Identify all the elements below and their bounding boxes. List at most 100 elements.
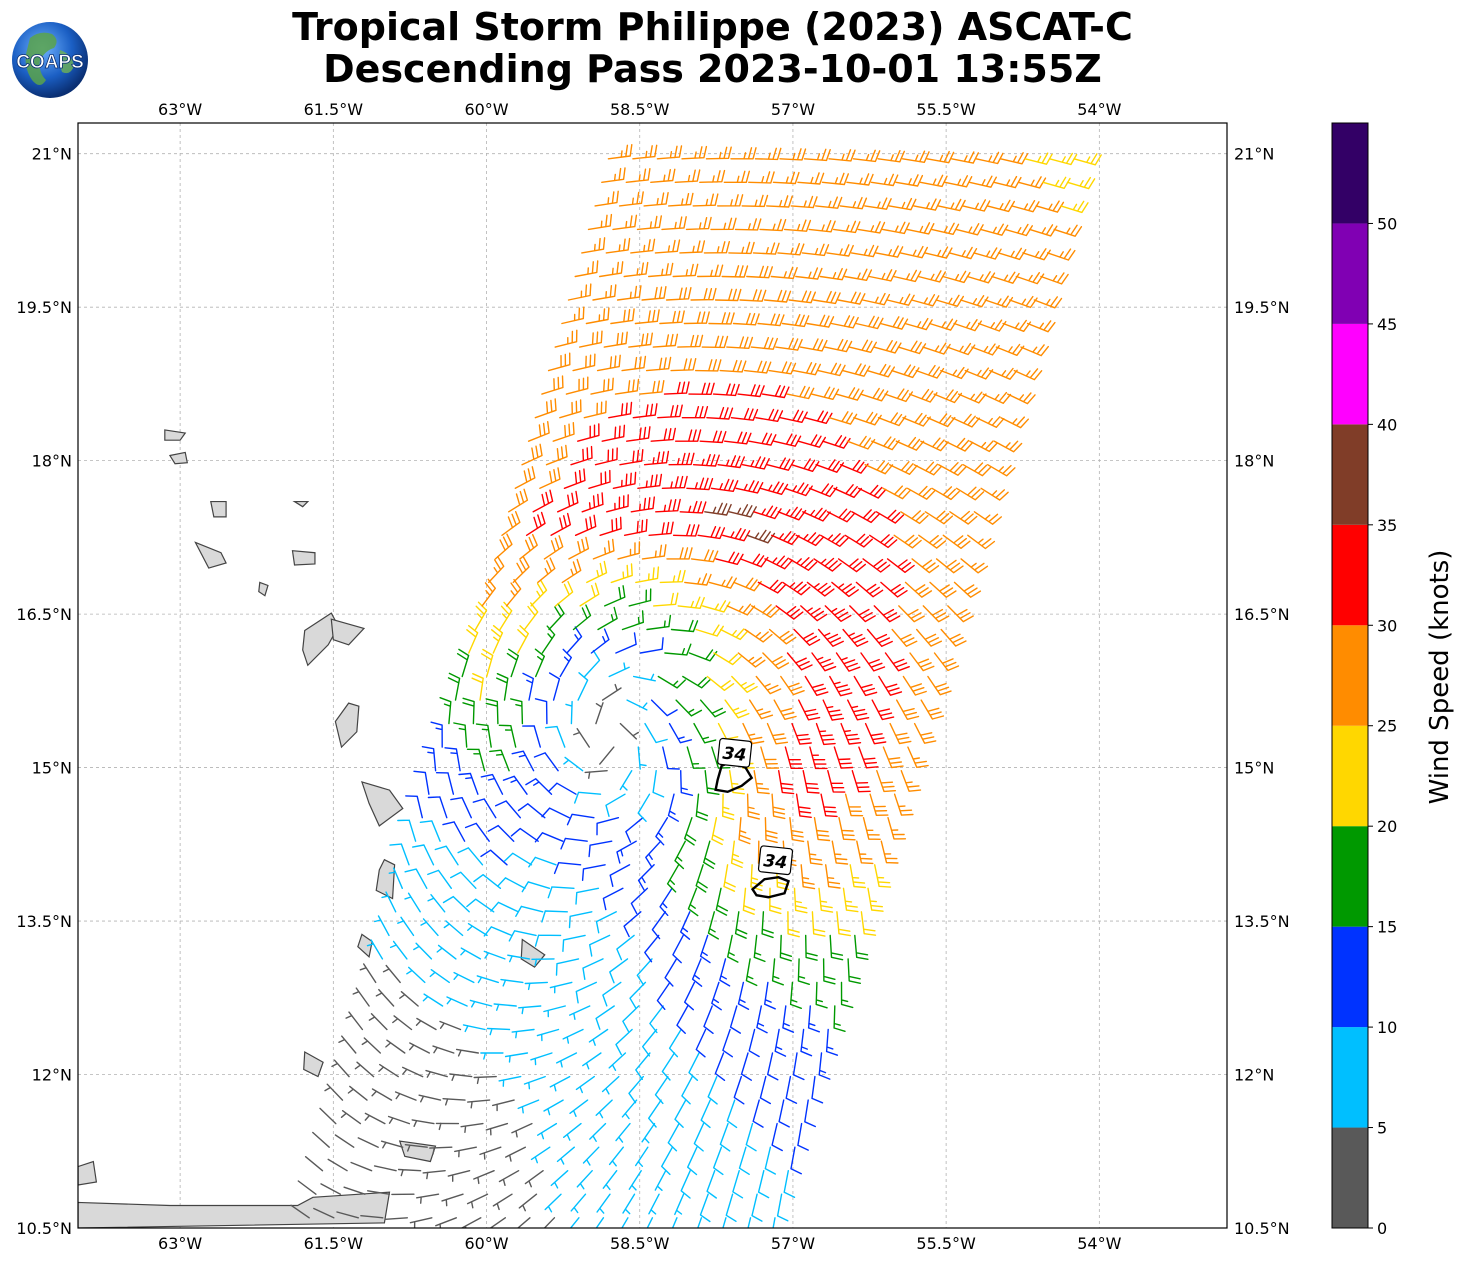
- wind-barb: [599, 261, 624, 278]
- wind-barb: [582, 958, 604, 980]
- y-tick-label-left: 16.5°N: [16, 605, 72, 624]
- wind-barb: [1029, 224, 1058, 237]
- wind-barb: [456, 648, 470, 678]
- wind-barb: [422, 1170, 446, 1180]
- wind-barb: [776, 1193, 789, 1222]
- wind-barb: [527, 421, 550, 442]
- wind-barb: [457, 847, 484, 866]
- wind-barb: [767, 1052, 779, 1081]
- wind-barb: [913, 198, 942, 211]
- wind-barb: [518, 1193, 538, 1212]
- wind-barb: [653, 592, 679, 607]
- wind-barb: [654, 239, 681, 254]
- wind-barb: [517, 803, 546, 819]
- wind-barb: [746, 265, 773, 279]
- wind-barb: [856, 840, 874, 865]
- wind-barb: [657, 675, 686, 689]
- wind-barb: [668, 452, 695, 466]
- wind-barb: [565, 376, 589, 395]
- wind-barb: [502, 775, 528, 795]
- wind-barb: [621, 1099, 638, 1120]
- colorbar-tick-label: 0: [1377, 1219, 1387, 1238]
- wind-barb: [813, 557, 842, 572]
- wind-barb: [984, 295, 1014, 308]
- contour-label-box: [757, 845, 794, 876]
- wind-barb: [518, 1005, 542, 1015]
- wind-barb: [717, 194, 744, 207]
- wind-barb: [619, 449, 644, 466]
- wind-barb: [399, 991, 419, 1007]
- wind-barb: [656, 981, 671, 1010]
- wind-barb: [679, 240, 706, 254]
- wind-barb: [864, 197, 892, 210]
- wind-barb: [681, 145, 708, 160]
- wind-barb: [659, 310, 685, 325]
- wind-barb: [893, 793, 914, 816]
- wind-barb: [764, 555, 793, 570]
- wind-barb: [1020, 344, 1049, 357]
- x-tick-label-bottom: 58.5°W: [610, 1234, 670, 1253]
- wind-barb: [515, 905, 544, 917]
- wind-barb: [297, 1180, 317, 1195]
- wind-barb: [688, 649, 718, 662]
- wind-barb: [712, 383, 740, 397]
- wind-barb: [768, 361, 797, 375]
- wind-barb: [804, 1099, 816, 1128]
- wind-barb: [577, 423, 600, 442]
- wind-barb: [833, 746, 854, 769]
- wind-barb: [572, 604, 592, 631]
- wind-barb: [555, 958, 580, 976]
- wind-barb: [901, 150, 930, 163]
- wind-barb: [592, 538, 615, 560]
- wind-barb: [550, 1170, 569, 1189]
- y-tick-label-right: 15°N: [1234, 759, 1274, 778]
- wind-barb: [737, 652, 766, 668]
- wind-barb: [576, 1170, 593, 1190]
- wind-barb: [703, 1005, 714, 1034]
- wind-barb: [884, 652, 910, 672]
- wind-barb: [389, 940, 408, 960]
- wind-barb: [594, 447, 618, 466]
- wind-barb: [511, 750, 535, 772]
- colorbar-bin: [1332, 1127, 1368, 1228]
- wind-barb: [729, 770, 745, 795]
- wind-barb: [635, 1052, 651, 1080]
- wind-barb: [1040, 272, 1069, 285]
- wind-barb: [757, 313, 785, 327]
- wind-barb: [868, 269, 897, 282]
- wind-barb: [409, 1042, 430, 1054]
- wind-barb: [639, 637, 664, 654]
- wind-barb: [847, 958, 861, 984]
- wind-barb: [378, 1063, 399, 1078]
- wind-barb: [748, 432, 777, 446]
- wind-barb: [747, 1217, 752, 1228]
- wind-barb: [751, 604, 780, 618]
- wind-barb: [854, 934, 869, 960]
- wind-barb: [684, 817, 697, 846]
- wind-barb: [492, 1099, 515, 1112]
- wind-barb: [467, 923, 488, 937]
- wind-barb: [677, 334, 704, 348]
- wind-barb: [909, 652, 935, 672]
- wind-barb: [704, 502, 732, 516]
- wind-barb: [621, 1217, 629, 1228]
- wind-barb: [628, 588, 652, 607]
- wind-barb: [483, 926, 513, 937]
- wind-barb: [476, 975, 499, 984]
- wind-barb: [568, 911, 593, 929]
- wind-barb: [418, 1094, 442, 1103]
- wind-barb: [442, 895, 470, 913]
- wind-barb: [608, 1146, 624, 1167]
- wind-barb: [548, 672, 561, 701]
- wind-barb: [699, 699, 726, 718]
- wind-barb: [628, 1075, 644, 1104]
- wind-barb: [485, 1122, 509, 1136]
- wind-barb: [686, 477, 714, 491]
- wind-barb: [562, 934, 586, 952]
- wind-barb: [875, 245, 904, 258]
- island-shape: [375, 858, 396, 900]
- wind-barb: [557, 490, 579, 513]
- wind-barb: [543, 1099, 564, 1116]
- wind-barb: [728, 241, 755, 255]
- wind-barb: [692, 193, 719, 207]
